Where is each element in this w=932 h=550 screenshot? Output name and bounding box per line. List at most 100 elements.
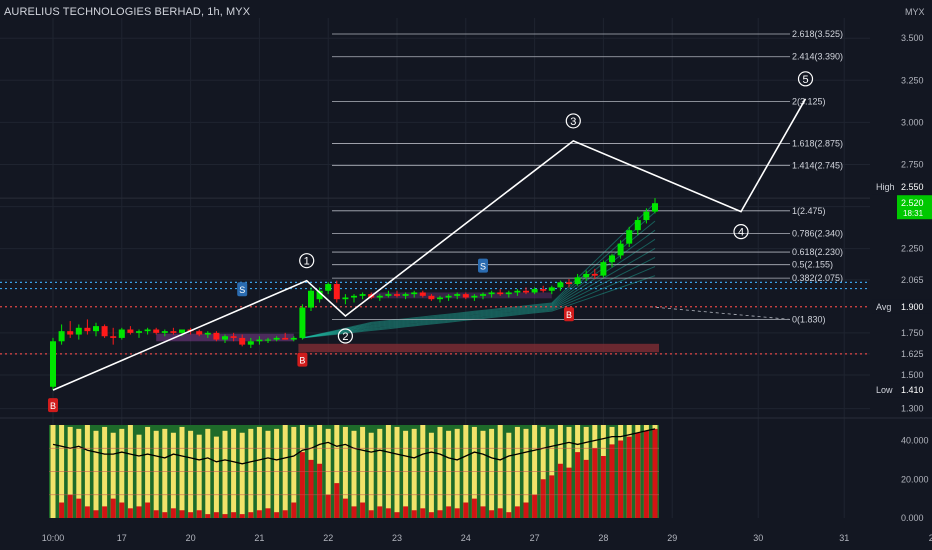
volume-bar-red	[575, 452, 581, 518]
volume-bar-red	[540, 479, 546, 518]
volume-bar-red	[239, 514, 245, 518]
volume-bar-red	[162, 512, 168, 518]
candle-body	[454, 294, 461, 296]
volume-bar-red	[549, 475, 555, 518]
ma-ribbon-line	[302, 202, 656, 339]
last-price-countdown: 18:31	[903, 209, 924, 218]
candle-body	[308, 290, 314, 308]
volume-bar-red	[231, 512, 237, 518]
candle-body	[67, 331, 74, 335]
volume-bar-red	[67, 494, 73, 518]
signal-label: S	[239, 285, 245, 295]
volume-bar-red	[248, 512, 254, 518]
volume-bar-red	[145, 502, 151, 518]
candle-body	[445, 295, 452, 298]
volume-bar-red	[463, 502, 469, 518]
volume-axis: 40.000 20.000 0.000	[901, 436, 929, 524]
avg-tag-value-box	[897, 299, 932, 314]
volume-bar-red	[480, 506, 486, 518]
volume-bar	[231, 428, 237, 518]
volume-bar-red	[196, 510, 202, 518]
low-tag-label: Low	[876, 385, 893, 395]
chart-title: AURELIUS TECHNOLOGIES BERHAD, 1h, MYX	[4, 6, 251, 18]
candle-body	[342, 297, 349, 300]
candle-body	[316, 290, 323, 300]
candle-body	[531, 289, 538, 293]
volume-bar-red	[626, 436, 632, 518]
volume-bar-red	[291, 502, 297, 518]
volume-bar	[170, 432, 176, 518]
volume-bar-red	[514, 506, 520, 518]
price-tick-label: 3.250	[901, 75, 924, 85]
volume-bar-red	[59, 502, 65, 518]
candle-body	[617, 243, 624, 256]
time-tick-label: 20	[186, 533, 196, 543]
volume-bar-red	[523, 502, 529, 518]
fib-level-label: 2.618(3.525)	[792, 29, 843, 39]
wave-label: 1	[304, 256, 310, 268]
candle-body	[161, 331, 168, 333]
volume-bar-red	[566, 467, 572, 518]
volume-bar-red	[76, 498, 82, 518]
volume-bar-red	[506, 512, 512, 518]
candle-body	[84, 327, 91, 332]
volume-bar-red	[532, 494, 538, 518]
volume-bar-red	[274, 512, 280, 518]
fib-level-label: 1(2.475)	[792, 206, 826, 216]
candle-body	[110, 336, 117, 338]
time-axis[interactable]: 10:00 17 20 21 22 23 24 27 28 29 30 31 2022	[42, 533, 932, 543]
time-tick-label: 30	[753, 533, 763, 543]
candle-body	[256, 339, 263, 342]
wave-line	[52, 98, 807, 391]
ma-ribbon-line	[302, 275, 656, 339]
volume-bar	[93, 430, 99, 518]
candle-body	[540, 289, 547, 291]
candle-body	[394, 294, 400, 296]
currency-label: MYX	[905, 7, 925, 17]
candle-body	[609, 255, 615, 263]
volume-bar-red	[609, 444, 615, 518]
fib-level-label: 2.414(3.390)	[792, 52, 843, 62]
signal-badge	[478, 258, 488, 273]
candle-body	[557, 282, 564, 288]
candle-body	[351, 295, 357, 298]
volume-bar-red	[583, 459, 589, 518]
volume-bar-red	[282, 510, 288, 518]
time-tick-label: 27	[530, 533, 540, 543]
volume-bar	[205, 428, 211, 518]
price-tick-label: 1.500	[901, 370, 924, 380]
volume-bar-red	[119, 502, 125, 518]
price-axis[interactable]: MYX3.5003.2503.0002.7502.5002.2502.0651.…	[872, 7, 932, 414]
volume-bar	[188, 430, 194, 518]
volume-bar	[213, 436, 219, 518]
candle-body	[144, 329, 151, 332]
candle-body	[634, 220, 641, 231]
volume-bar-red	[93, 510, 99, 518]
volume-bar	[102, 426, 108, 518]
volume-bar	[239, 432, 245, 518]
volume-bar-red	[127, 508, 133, 518]
volume-bar	[514, 426, 520, 518]
volume-bar	[368, 432, 374, 518]
fibonacci-extension: 2.618(3.525) 2.414(3.390) 2(3.125) 1.618(2.…	[332, 29, 843, 324]
candle-body	[419, 292, 426, 296]
wave-label: 5	[802, 74, 808, 86]
ma-ribbon	[302, 202, 656, 339]
signal-badge	[237, 282, 248, 297]
high-tag-label: High	[876, 182, 895, 192]
candle-body	[566, 282, 572, 285]
volume-bar	[119, 428, 125, 518]
volume-bar	[540, 426, 546, 518]
low-tag-value: 1.410	[901, 385, 924, 395]
volume-bar	[480, 430, 486, 518]
candle-body	[402, 294, 409, 296]
candle-body	[376, 295, 383, 298]
volume-bar	[196, 434, 202, 518]
last-price-value: 2.520	[901, 198, 924, 208]
wave-label-circle	[565, 113, 581, 129]
volume-bar-red	[205, 514, 211, 518]
candle-body	[179, 329, 185, 333]
volume-bar	[145, 426, 151, 518]
volume-bar-red	[497, 508, 503, 518]
